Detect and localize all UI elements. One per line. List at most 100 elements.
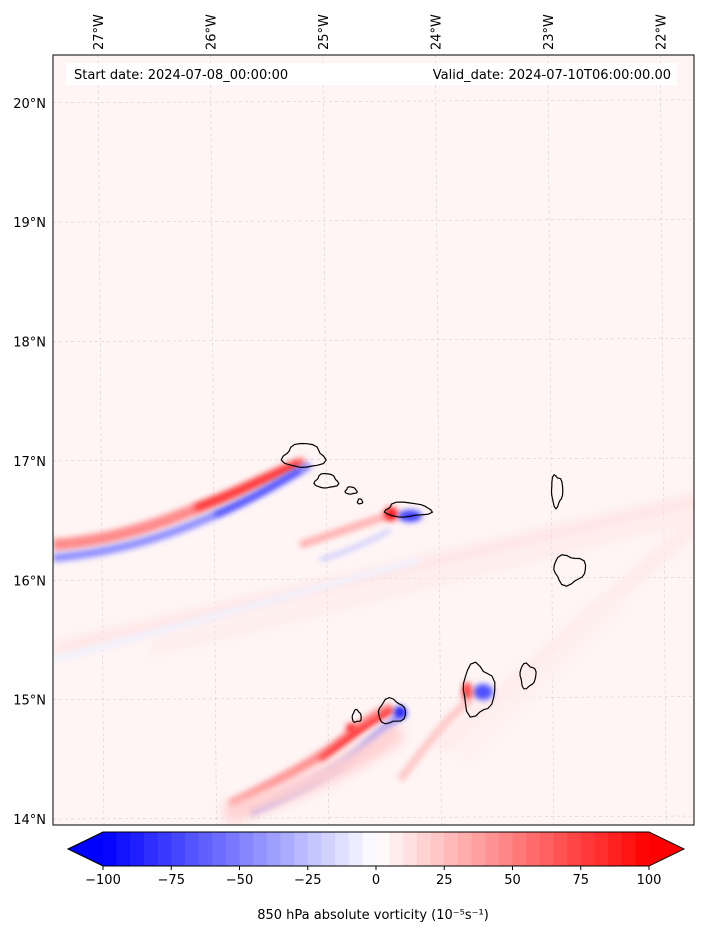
colorbar-band: [116, 832, 131, 866]
map-background: [53, 55, 694, 825]
colorbar-band: [416, 832, 432, 866]
colorbar-band: [184, 832, 200, 866]
parallel-3: [53, 457, 694, 462]
wake-red-santiago: [396, 696, 473, 783]
y-tick-label: 19°N: [13, 216, 46, 231]
y-tick-label: 17°N: [13, 455, 46, 470]
colorbar-band: [498, 832, 513, 866]
colorbar-band: [444, 832, 459, 866]
island-outline: [462, 661, 496, 718]
colorbar-band: [635, 832, 650, 866]
vortex-red-sao-nicolau: [384, 507, 398, 521]
x-axis-ticks: 27°W 26°W 25°W 24°W 23°W 22°W: [92, 14, 669, 50]
island-outline: [356, 498, 364, 505]
faint-streak-south: [453, 593, 627, 767]
colorbar-tick-label: 0: [372, 873, 380, 888]
parallel-2: [53, 338, 694, 342]
vortex-blue-santiago: [473, 684, 493, 700]
valid-date-label: Valid_date: 2024-07-10T06:00:00.00: [433, 68, 671, 83]
colorbar-band: [239, 832, 254, 866]
wake-red-fogo-outer: [221, 721, 406, 825]
island-outline: [313, 472, 340, 489]
colorbar-band: [130, 832, 145, 866]
colorbar-band: [580, 832, 595, 866]
map-frame: [52, 54, 695, 826]
parallel-5: [53, 696, 694, 700]
meridian-2: [322, 55, 330, 825]
meridian-3: [435, 55, 442, 825]
wake-red-sao-nicolau: [298, 510, 394, 549]
faint-streak-upper: [53, 496, 694, 655]
y-axis-ticks: 20°N 19°N 18°N 17°N 16°N 15°N 14°N: [13, 97, 46, 828]
colorbar-extend-low: [68, 832, 103, 866]
wake-blue-core-santo-antao: [214, 468, 302, 517]
x-tick-label: 25°W: [317, 14, 332, 50]
x-tick-label: 22°W: [654, 14, 669, 50]
y-tick-label: 16°N: [13, 574, 46, 589]
colorbar-tick-label: 50: [504, 873, 521, 888]
colorbar-band: [335, 832, 350, 866]
wake-red-core-fogo: [318, 707, 394, 762]
y-tick-label: 20°N: [13, 97, 46, 112]
vorticity-field: [53, 456, 694, 825]
colorbar-band: [457, 832, 473, 866]
island-outline: [553, 554, 587, 587]
colorbar-band: [471, 832, 486, 866]
wake-red-core-santo-antao: [194, 460, 302, 511]
faint-streak-lower: [53, 557, 421, 663]
colorbar: −100 −75 −50 −25 0 25 50 75 100 850 hPa absolute…: [66, 831, 686, 923]
colorbar-band: [526, 832, 541, 866]
colorbar-band: [280, 832, 295, 866]
colorbar-band: [212, 832, 227, 866]
y-tick-label: 15°N: [13, 694, 46, 709]
colorbar-band: [348, 832, 363, 866]
colorbar-band: [253, 832, 268, 866]
colorbar-band: [362, 832, 377, 866]
colorbar-band: [157, 832, 172, 866]
meridian-5: [659, 55, 667, 825]
colorbar-band: [171, 832, 186, 866]
colorbar-band: [403, 832, 418, 866]
island-outline: [280, 442, 327, 469]
island-outline: [519, 662, 537, 690]
colorbar-tick-label: −25: [294, 873, 321, 888]
y-tick-label: 14°N: [13, 813, 46, 828]
island-outline: [383, 501, 434, 518]
faint-streak-right: [435, 515, 694, 756]
coastlines: [280, 442, 587, 725]
wake-blue-sao-nicolau: [319, 528, 391, 562]
meridian-4: [547, 55, 555, 825]
colorbar-band: [389, 832, 404, 866]
vortex-blue-fogo: [394, 706, 406, 718]
colorbar-band: [103, 832, 118, 866]
colorbar-tick-label: −75: [158, 873, 185, 888]
colorbar-band: [594, 832, 609, 866]
colorbar-bands: [103, 832, 650, 866]
colorbar-band: [567, 832, 582, 866]
colorbar-band: [485, 832, 500, 866]
vortex-red-brava: [346, 723, 356, 733]
colorbar-band: [294, 832, 309, 866]
colorbar-tick-label: 75: [572, 873, 589, 888]
colorbar-ticks: −100 −75 −50 −25 0 25 50 75 100: [85, 866, 661, 888]
colorbar-band: [430, 832, 445, 866]
colorbar-band: [307, 832, 322, 866]
colorbar-band: [143, 832, 159, 866]
colorbar-band: [512, 832, 527, 866]
faint-streak-mid: [149, 512, 694, 654]
colorbar-band: [621, 832, 636, 866]
island-outline: [351, 708, 362, 723]
colorbar-label: 850 hPa absolute vorticity (10⁻⁵s⁻¹): [257, 908, 489, 923]
x-tick-label: 23°W: [542, 14, 557, 50]
parallel-0: [53, 99, 694, 104]
colorbar-tick-label: 25: [436, 873, 453, 888]
colorbar-tick-label: −100: [85, 873, 121, 888]
map-area: [52, 54, 695, 826]
colorbar-band: [608, 832, 623, 866]
colorbar-band: [225, 832, 240, 866]
colorbar-tick-label: 100: [637, 873, 662, 888]
x-tick-label: 27°W: [92, 14, 107, 50]
island-outline: [377, 696, 407, 725]
x-tick-label: 26°W: [204, 14, 219, 50]
